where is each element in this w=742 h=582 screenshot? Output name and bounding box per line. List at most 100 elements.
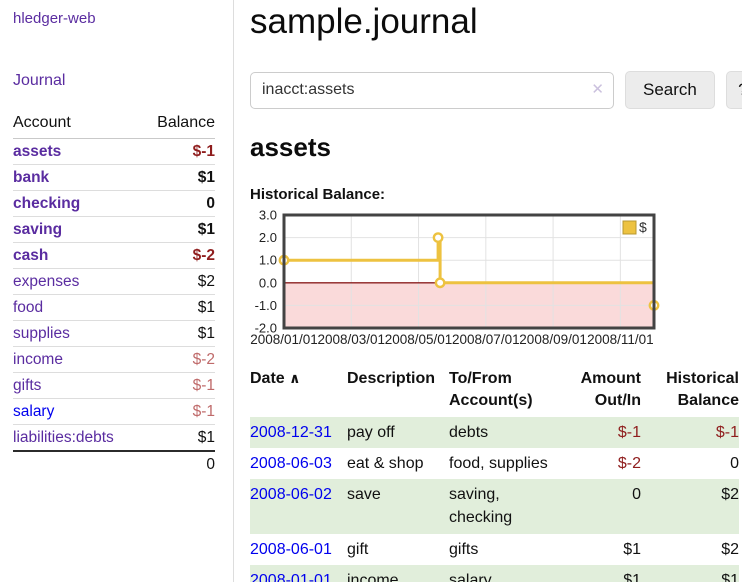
main-content: sample.journal ✕ Search ? assets Histori… (234, 0, 742, 582)
accounts-cell: saving, checking (449, 479, 567, 534)
sidebar-account-link[interactable]: expenses (13, 273, 80, 290)
y-tick-label: -2.0 (255, 321, 277, 336)
amount-cell: $-1 (567, 416, 649, 448)
clear-search-icon[interactable]: ✕ (591, 80, 604, 98)
register-table: Date ∧ Description To/From Account(s) Am… (250, 366, 739, 582)
amount-cell: $1 (623, 540, 641, 558)
account-balance: $-1 (141, 372, 215, 399)
register-row: 2008-06-03 eat & shop food, supplies $-2 0 (250, 448, 739, 479)
account-row: gifts $-1 (13, 372, 215, 399)
account-balance: $1 (141, 320, 215, 347)
amount-cell: 0 (567, 479, 649, 534)
account-row: cash $-2 (13, 242, 215, 269)
chart-title: Historical Balance: (250, 186, 386, 203)
description-cell: income (347, 564, 449, 582)
x-tick-label: 2008/01/01 (250, 332, 318, 347)
sort-asc-icon: ∧ (289, 370, 301, 386)
amount-cell: $-2 (617, 454, 641, 472)
sidebar-account-link[interactable]: assets (13, 143, 62, 160)
date-link[interactable]: 2008-06-02 (250, 486, 332, 504)
x-tick-label: 2008/05/01 (385, 332, 453, 347)
col-date[interactable]: Date ∧ (250, 370, 301, 387)
chart-legend-swatch (622, 220, 637, 235)
sidebar: hledger-web Journal Account Balance asse… (0, 0, 234, 582)
date-link[interactable]: 2008-01-01 (250, 571, 332, 582)
account-row: assets $-1 (13, 138, 215, 165)
account-row: bank $1 (13, 164, 215, 191)
date-link[interactable]: 2008-06-03 (250, 454, 332, 472)
sidebar-account-link[interactable]: liabilities:debts (13, 429, 114, 446)
account-balance: $-2 (141, 346, 215, 373)
account-balance: $1 (141, 216, 215, 243)
x-tick-label: 2008/11/01 (587, 332, 654, 347)
col-balance: Historical Balance (666, 370, 739, 410)
account-row: liabilities:debts $1 (13, 425, 215, 452)
account-balance: $1 (141, 294, 215, 321)
account-row: salary $-1 (13, 398, 215, 425)
account-balance: $1 (197, 429, 215, 446)
sidebar-account-link[interactable]: bank (13, 169, 50, 186)
sidebar-account-link[interactable]: income (13, 351, 63, 368)
amount-cell: $1 (567, 564, 649, 582)
sidebar-account-link[interactable]: cash (13, 247, 49, 264)
account-balance: $2 (141, 268, 215, 295)
register-row: 2008-06-01 gift gifts $1 $2 (250, 534, 739, 565)
col-description: Description (347, 370, 436, 387)
chart-border (282, 213, 656, 330)
x-tick-label: 2008/09/01 (519, 332, 587, 347)
y-tick-label: 1.0 (259, 253, 277, 268)
balance-cell: 0 (730, 454, 739, 472)
sidebar-account-link[interactable]: supplies (13, 325, 70, 342)
accounts-cell: gifts (449, 540, 479, 558)
description-cell: save (347, 479, 449, 534)
accounts-header-balance: Balance (141, 111, 215, 139)
sidebar-account-link[interactable]: gifts (13, 377, 42, 394)
sidebar-account-link[interactable]: salary (13, 403, 55, 420)
date-link[interactable]: 2008-06-01 (250, 540, 332, 558)
sidebar-item-journal[interactable]: Journal (13, 72, 66, 89)
col-accounts: To/From Account(s) (449, 370, 533, 410)
sidebar-account-link[interactable]: saving (13, 221, 63, 238)
date-cell: 2008-01-01 (250, 564, 347, 582)
chart-legend-label: $ (639, 219, 647, 235)
register-row: 2008-06-02 save saving, checking 0 $2 (250, 479, 739, 534)
account-row: expenses $2 (13, 268, 215, 295)
search-input[interactable] (250, 71, 614, 109)
account-row: saving $1 (13, 216, 215, 243)
y-tick-label: -1.0 (255, 298, 277, 313)
accounts-header-account: Account (13, 111, 142, 139)
date-cell: 2008-06-03 (250, 448, 347, 479)
sidebar-account-link[interactable]: checking (13, 195, 81, 212)
account-balance: 0 (141, 190, 215, 217)
register-body: 2008-12-31 pay off debts $-1 $-1 2008-06-03 ea… (250, 416, 739, 582)
date-cell: 2008-06-01 (250, 534, 347, 565)
x-tick-label: 2008/03/01 (317, 332, 385, 347)
description-cell: eat & shop (347, 454, 424, 472)
y-tick-label: 0.0 (259, 275, 277, 290)
page-title: sample.journal (250, 2, 478, 41)
account-balance: $1 (141, 164, 215, 191)
help-button[interactable]: ? (725, 71, 742, 109)
balance-cell: $-1 (649, 416, 739, 448)
description-cell: pay off (347, 416, 449, 448)
register-row: 2008-12-31 pay off debts $-1 $-1 (250, 416, 739, 448)
description-cell: gift (347, 540, 369, 558)
account-row: checking 0 (13, 190, 215, 217)
balance-cell: $1 (649, 564, 739, 582)
sidebar-account-link[interactable]: food (13, 299, 44, 316)
y-tick-label: 2.0 (259, 230, 277, 245)
search-button[interactable]: Search (625, 71, 715, 109)
x-tick-label: 2008/07/01 (452, 332, 520, 347)
account-row: food $1 (13, 294, 215, 321)
date-link[interactable]: 2008-12-31 (250, 423, 332, 441)
accounts-table: Account Balance assets $-1 bank $1 checking 0… (13, 111, 215, 478)
accounts-total-value: 0 (141, 450, 215, 478)
accounts-total-row: 0 (13, 450, 215, 478)
accounts-body: assets $-1 bank $1 checking 0 saving $1 cash $-2 e… (13, 138, 215, 452)
app-brand-link[interactable]: hledger-web (13, 10, 96, 27)
balance-cell: $2 (721, 540, 739, 558)
account-heading: assets (250, 132, 331, 162)
accounts-cell: salary (449, 564, 567, 582)
date-cell: 2008-06-02 (250, 479, 347, 534)
